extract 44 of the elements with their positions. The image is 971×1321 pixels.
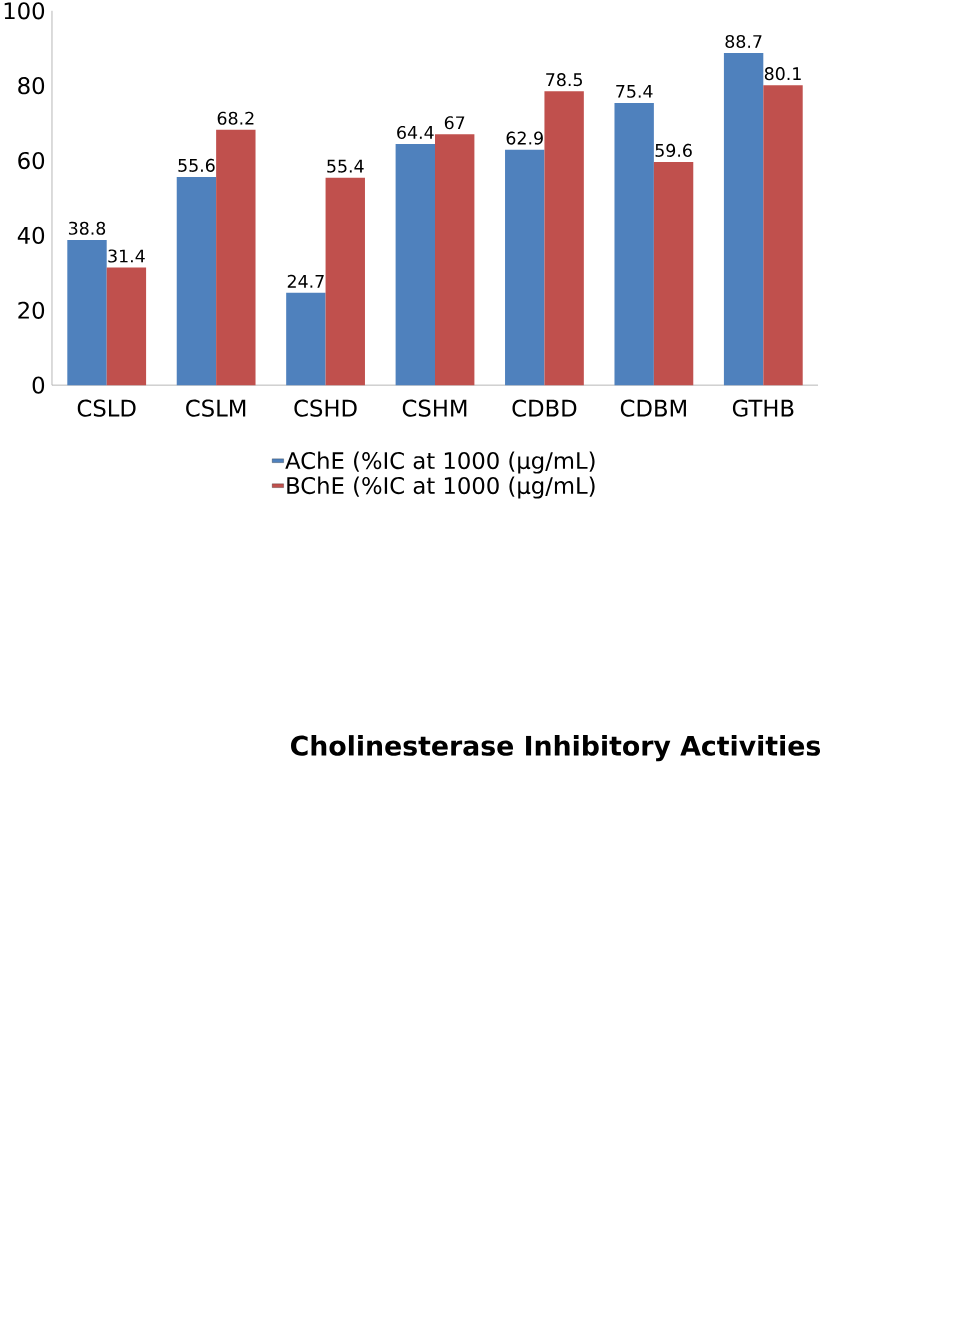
data-label: 64.4: [397, 125, 434, 140]
data-label: 78.5: [546, 73, 583, 87]
y-tick-label: 0: [32, 376, 45, 394]
x-tick-label: CSLD: [77, 399, 136, 417]
data-label: 80.1: [765, 67, 801, 81]
bar: [286, 292, 326, 386]
y-tick-label: 80: [18, 77, 45, 95]
bar: [654, 162, 694, 386]
legend-label: AChE (%IC at 1000 (µg/mL): [285, 451, 595, 474]
x-tick-label: CSHM: [402, 399, 467, 417]
data-label: 59.6: [655, 143, 693, 157]
y-tick-label: 40: [18, 226, 45, 245]
x-tick-label: GTHB: [733, 399, 794, 417]
bar: [544, 91, 585, 386]
bar: [505, 149, 545, 386]
legend-label: BChE (%IC at 1000 (µg/mL): [287, 476, 595, 499]
data-label: 67: [445, 116, 465, 130]
data-label: 55.6: [178, 158, 215, 172]
text: Cholinesterase Inhibitory Activities: [291, 735, 821, 762]
data-label: 31.4: [108, 249, 145, 263]
data-label: 38.8: [69, 221, 106, 235]
bar: [325, 177, 366, 386]
bar: [67, 239, 107, 386]
x-tick-label: CDBD: [512, 399, 577, 417]
data-label: 75.4: [616, 84, 653, 98]
data-label: 24.7: [287, 274, 324, 288]
y-tick-label: 60: [18, 151, 45, 170]
bar: [176, 177, 217, 386]
data-label: 68.2: [217, 111, 254, 125]
y-tick-label: 100: [4, 2, 45, 20]
data-label: 62.9: [506, 131, 544, 145]
bar: [395, 144, 436, 386]
bar: [106, 267, 147, 386]
y-tick-label: 20: [18, 301, 45, 319]
data-label: 88.7: [725, 34, 762, 49]
x-tick-label: CDBM: [621, 399, 687, 417]
x-tick-label: CSHD: [294, 399, 357, 417]
bar: [216, 129, 256, 386]
bar: [724, 53, 764, 386]
data-label: 55.4: [327, 159, 364, 173]
x-tick-label: CSLM: [186, 399, 246, 417]
bar: [435, 134, 475, 386]
bar: [763, 85, 803, 386]
bar: [614, 102, 655, 386]
